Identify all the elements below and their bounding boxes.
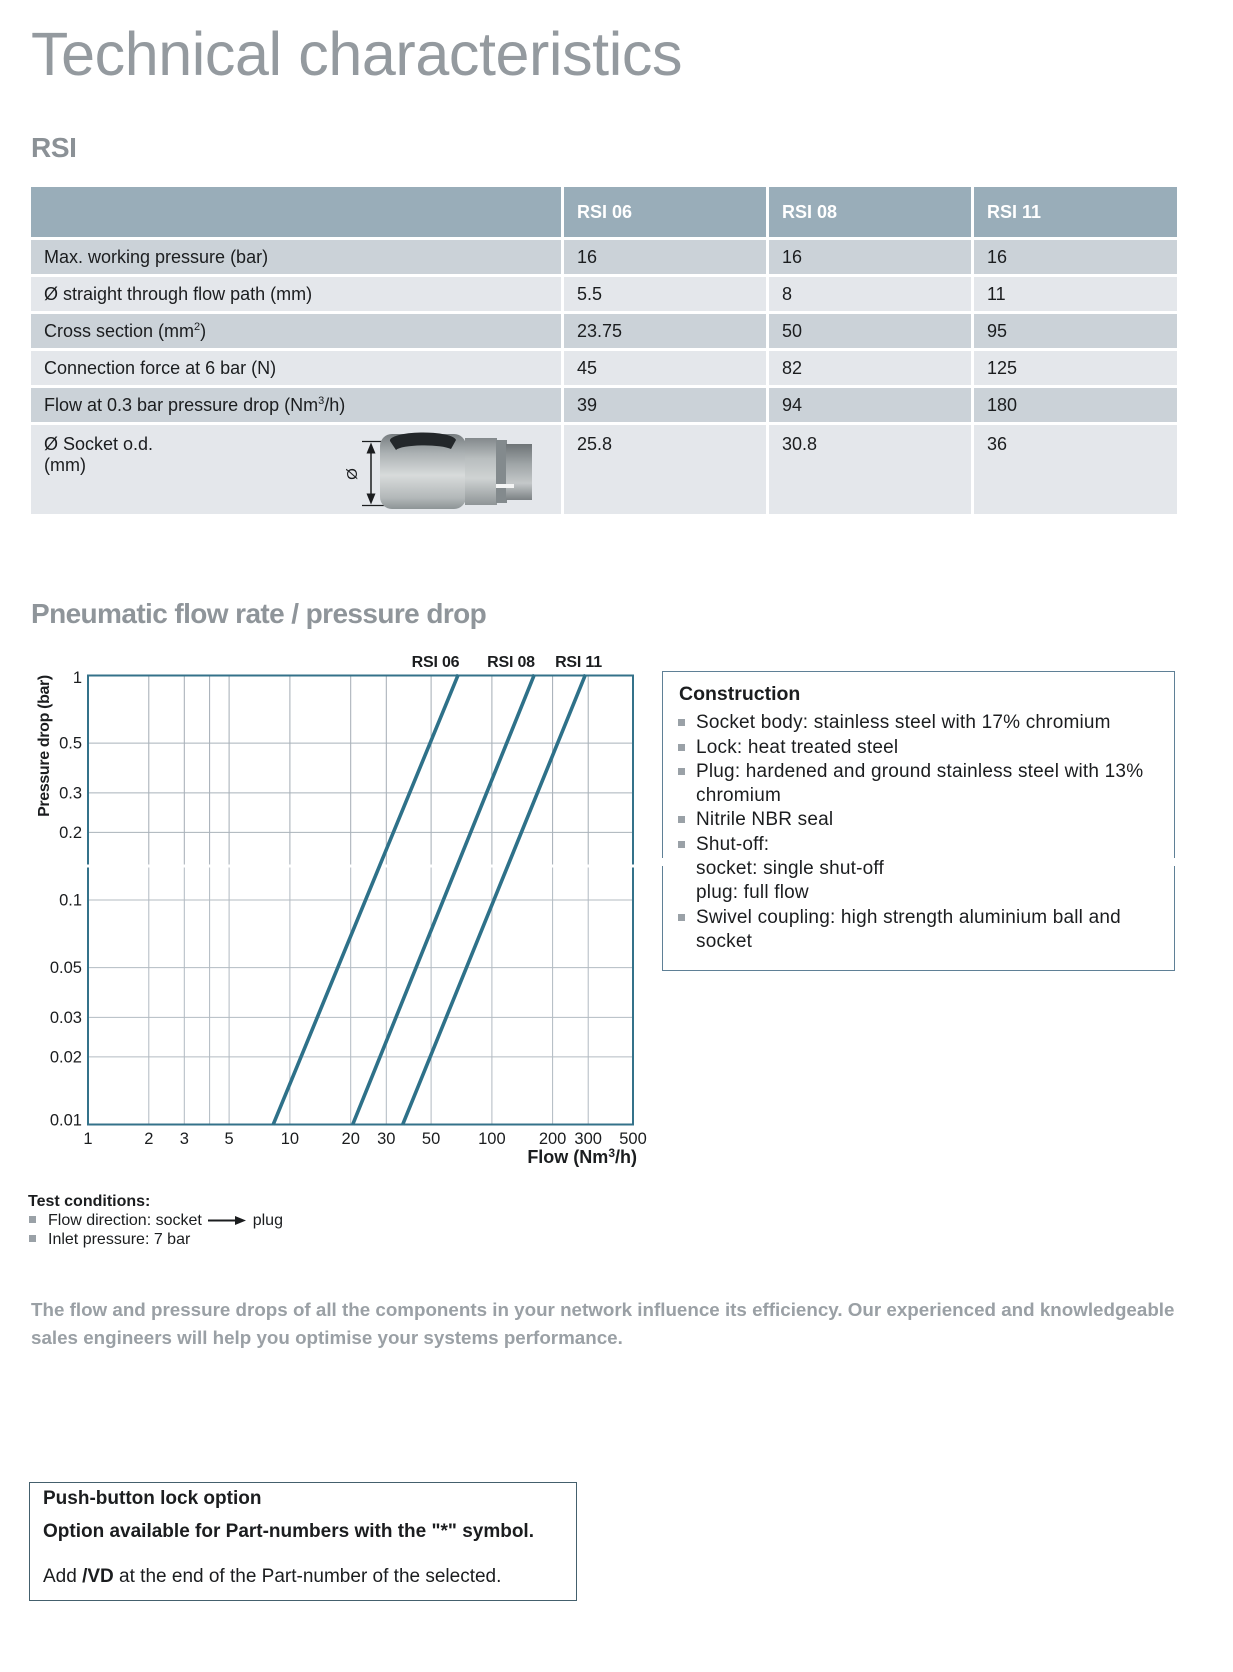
svg-text:1: 1 [83, 1130, 92, 1148]
svg-text:3: 3 [180, 1130, 189, 1148]
svg-text:RSI 06: RSI 06 [412, 654, 460, 671]
svg-text:0.5: 0.5 [59, 735, 82, 753]
svg-text:300: 300 [574, 1130, 602, 1148]
svg-text:0.01: 0.01 [50, 1112, 82, 1130]
svg-text:RSI 08: RSI 08 [487, 654, 535, 671]
svg-text:500: 500 [619, 1130, 647, 1148]
svg-text:Flow (Nm3/h): Flow (Nm3/h) [527, 1146, 637, 1167]
svg-text:0.03: 0.03 [50, 1009, 82, 1027]
svg-text:0.02: 0.02 [50, 1048, 82, 1066]
svg-text:Ø: Ø [344, 468, 361, 480]
svg-text:200: 200 [539, 1130, 567, 1148]
svg-text:5: 5 [225, 1130, 234, 1148]
svg-text:Pressure drop (bar): Pressure drop (bar) [36, 675, 53, 817]
svg-text:2: 2 [144, 1130, 153, 1148]
svg-text:1: 1 [73, 669, 82, 687]
svg-text:30: 30 [377, 1130, 395, 1148]
svg-text:10: 10 [281, 1130, 299, 1148]
svg-text:0.2: 0.2 [59, 824, 82, 842]
svg-text:50: 50 [422, 1130, 440, 1148]
svg-text:0.1: 0.1 [59, 892, 82, 910]
svg-text:0.3: 0.3 [59, 784, 82, 802]
svg-text:100: 100 [478, 1130, 506, 1148]
svg-text:RSI 11: RSI 11 [555, 654, 602, 671]
svg-text:20: 20 [342, 1130, 360, 1148]
svg-text:0.05: 0.05 [50, 959, 82, 977]
